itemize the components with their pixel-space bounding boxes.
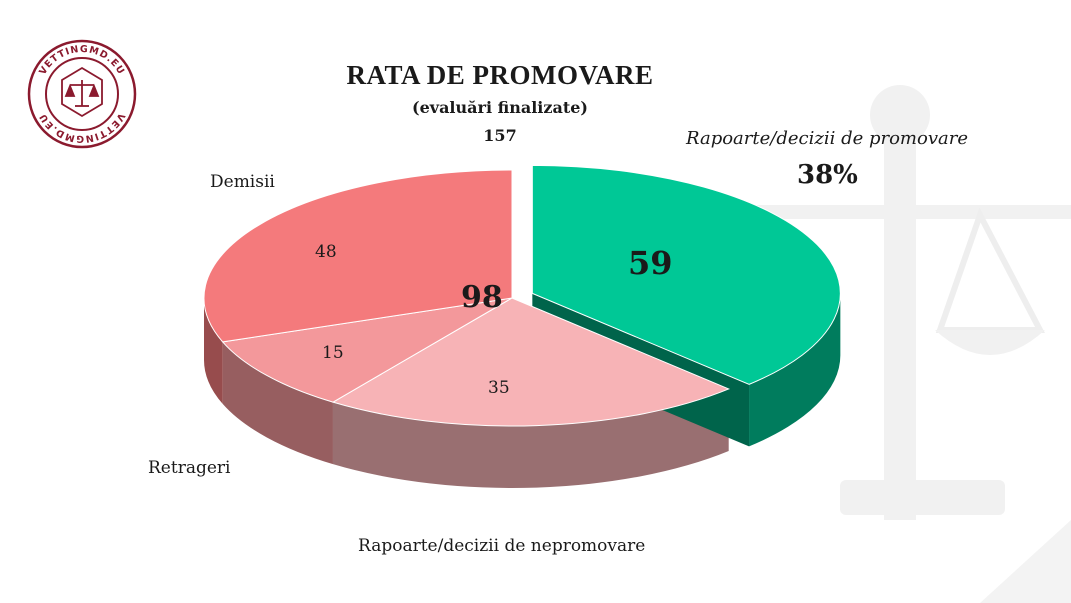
label-retrageri: Retrageri [148, 458, 231, 478]
slice-top-0 [531, 164, 841, 385]
label-demisii: Demisii [210, 172, 275, 192]
value-demisii: 48 [315, 242, 337, 262]
label-promovare-percent: 38% [797, 160, 858, 190]
slice-side-2 [222, 341, 333, 465]
label-promovare: Rapoarte/decizii de promovare [686, 128, 968, 149]
slice-side-1 [332, 388, 729, 488]
slice-top-1 [331, 297, 731, 427]
chart-title: RATA DE PROMOVARE [346, 60, 654, 90]
total-count: 157 [483, 126, 517, 145]
slice-side-3 [204, 298, 223, 404]
value-promovare: 59 [628, 244, 673, 282]
value-retrageri: 15 [322, 343, 344, 363]
scales-of-justice-icon [61, 66, 103, 118]
value-nepromovare-total: 98 [461, 280, 503, 315]
slice-side-0 [749, 293, 841, 447]
slice-top-3 [203, 169, 513, 343]
value-nepromovare: 35 [488, 378, 510, 398]
label-nepromovare: Rapoarte/decizii de nepromovare [358, 536, 646, 556]
slice-top-2 [221, 297, 513, 403]
chart-subtitle: (evaluări finalizate) [412, 98, 588, 117]
vettingmd-logo: VETTINGMD.EU VETTINGMD.EU [27, 39, 137, 149]
